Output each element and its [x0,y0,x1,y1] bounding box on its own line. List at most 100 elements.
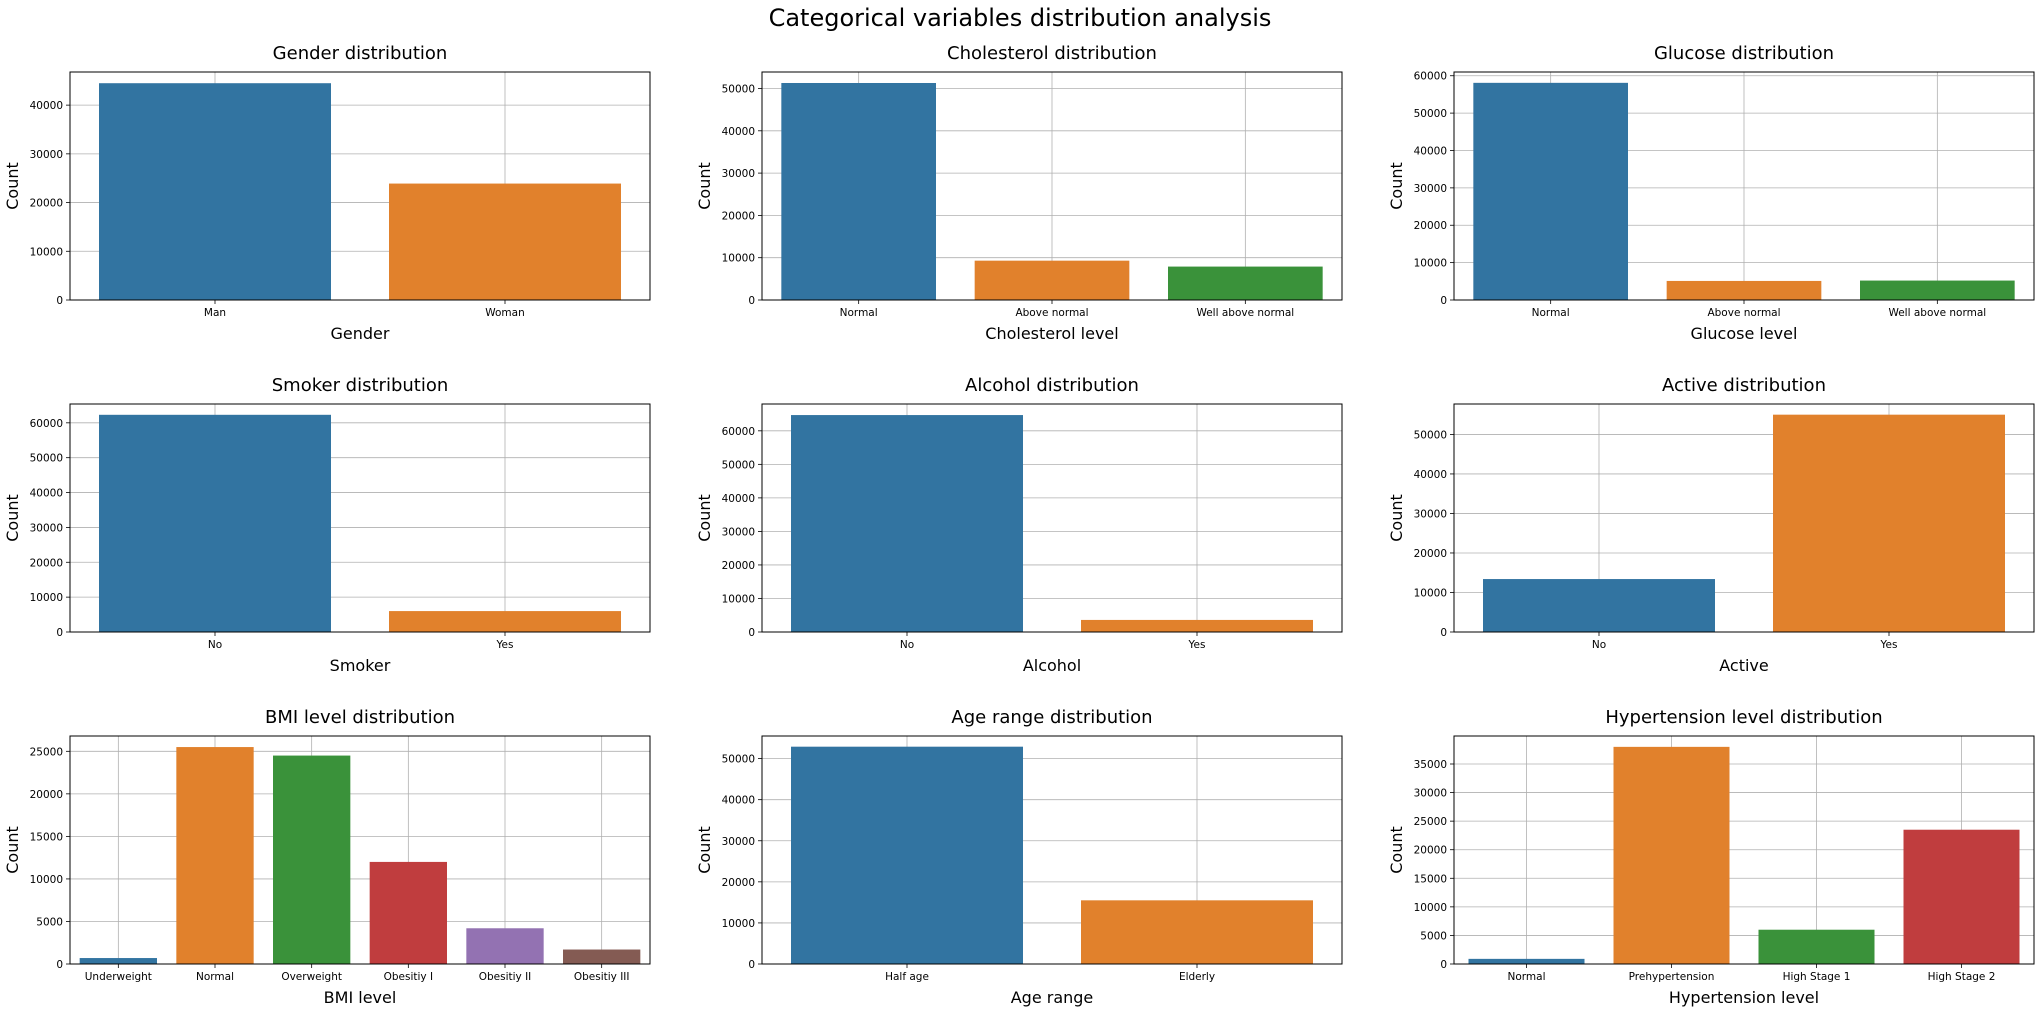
x-axis-label: Active [1719,656,1769,675]
bar-high-stage-2 [1903,829,2020,964]
bar-normal [1468,958,1585,964]
bar-no [1483,579,1715,632]
subplot-3: 0 10000 20000 30000 40000 50000 60000 Normal Abo… [1387,43,2035,343]
y-tick-label: 10000 [1414,258,1447,270]
y-tick-label: 5000 [36,916,63,928]
subplot-1: 0 10000 20000 30000 40000 Man Woman Gender dist… [3,43,651,343]
y-tick-label: 20000 [1414,220,1447,232]
y-axis-label: Count [1387,494,1406,542]
axes-frame [69,71,651,301]
subplot-6: 0 10000 20000 30000 40000 50000 No Yes Active di… [1387,375,2035,675]
y-tick-label: 0 [1440,959,1447,971]
bar-normal [781,82,936,301]
x-tick-label: High Stage 1 [1783,971,1851,983]
y-tick-label: 15000 [30,831,63,843]
y-tick-label: 60000 [30,418,63,430]
x-tick-label: Above normal [1707,307,1780,319]
y-tick-label: 0 [1440,295,1447,307]
x-tick-label: High Stage 2 [1928,971,1996,983]
y-axis-label: Count [695,494,714,542]
y-tick-label: 50000 [1414,108,1447,120]
x-tick-label: No [208,639,222,651]
y-tick-label: 10000 [722,593,755,605]
x-axis-label: Glucose level [1691,324,1798,343]
subplot-5: 0 10000 20000 30000 40000 50000 60000 No Yes Alco… [695,375,1343,675]
x-tick-label: Half age [885,971,929,983]
bar-yes [1081,619,1313,632]
y-tick-label: 10000 [30,592,63,604]
bar-yes [389,611,621,632]
y-tick-label: 5000 [1420,930,1447,942]
x-tick-label: Obesitiy III [574,971,630,983]
subplot-title: Age range distribution [951,707,1152,728]
y-tick-label: 40000 [722,126,755,138]
subplot-7: 0 5000 10000 15000 20000 25000 Underweight Norm… [3,707,651,1007]
x-axis-label: Age range [1011,988,1094,1007]
subplot-grid: 0 10000 20000 30000 40000 Man Woman Gender dist… [3,43,2035,1007]
bar-no [791,415,1023,632]
x-axis-label: Alcohol [1023,656,1081,675]
y-axis-label: Count [695,162,714,210]
bar-elderly [1081,900,1313,964]
x-tick-label: Woman [485,307,525,319]
y-tick-label: 10000 [30,246,63,258]
x-tick-label: Yes [1880,639,1898,651]
x-tick-label: Overweight [281,971,342,983]
subplot-title: Hypertension level distribution [1605,707,1882,728]
y-tick-label: 30000 [1414,508,1447,520]
x-tick-label: Yes [496,639,514,651]
bar-prehypertension [1613,746,1730,964]
subplot-4: 0 10000 20000 30000 40000 50000 60000 No Yes Smok… [3,375,651,675]
x-axis-label: BMI level [324,988,397,1007]
subplot-title: Gender distribution [273,43,448,64]
subplot-2: 0 10000 20000 30000 40000 50000 Normal Above no… [695,43,1343,343]
y-tick-label: 40000 [1414,469,1447,481]
bar-normal [1473,82,1628,300]
x-tick-label: Normal [1532,307,1570,319]
y-axis-label: Count [3,494,22,542]
y-tick-label: 50000 [722,83,755,95]
bar-obesitiy-ii [466,928,544,964]
bar-obesitiy-iii [563,949,641,964]
y-tick-label: 40000 [1414,145,1447,157]
y-tick-label: 50000 [1414,429,1447,441]
y-tick-label: 25000 [30,746,63,758]
subplot-8: 0 10000 20000 30000 40000 50000 Half age Elderl… [695,707,1343,1007]
x-tick-label: Above normal [1015,307,1088,319]
y-tick-label: 30000 [30,149,63,161]
bar-woman [389,183,621,300]
y-tick-label: 60000 [722,426,755,438]
y-tick-label: 40000 [30,100,63,112]
y-tick-label: 0 [748,959,755,971]
y-axis-label: Count [1387,826,1406,874]
y-tick-label: 10000 [1414,587,1447,599]
subplot-title: Cholesterol distribution [947,43,1157,64]
subplot-title: Alcohol distribution [965,375,1139,396]
y-tick-label: 30000 [1414,788,1447,800]
axes-frame [761,735,1343,965]
bar-obesitiy-i [369,861,447,964]
y-tick-label: 20000 [722,210,755,222]
y-tick-label: 30000 [722,836,755,848]
axes-frame [761,403,1343,633]
bar-high-stage-1 [1758,929,1875,964]
y-tick-label: 30000 [1414,183,1447,195]
y-tick-label: 20000 [722,877,755,889]
y-tick-label: 50000 [30,453,63,465]
subplot-title: Smoker distribution [272,375,449,396]
y-tick-label: 20000 [30,557,63,569]
axes-frame [69,735,651,965]
x-tick-label: Normal [196,971,234,983]
bar-normal [176,747,254,964]
x-tick-label: Well above normal [1888,307,1986,319]
x-tick-label: Normal [840,307,878,319]
bar-half-age [791,746,1023,964]
x-tick-label: Obesitiy II [479,971,532,983]
bar-no [99,414,331,632]
y-axis-label: Count [1387,162,1406,210]
axes-frame [69,403,651,633]
bar-man [99,83,331,300]
y-tick-label: 60000 [1414,71,1447,83]
x-tick-label: Well above normal [1196,307,1294,319]
